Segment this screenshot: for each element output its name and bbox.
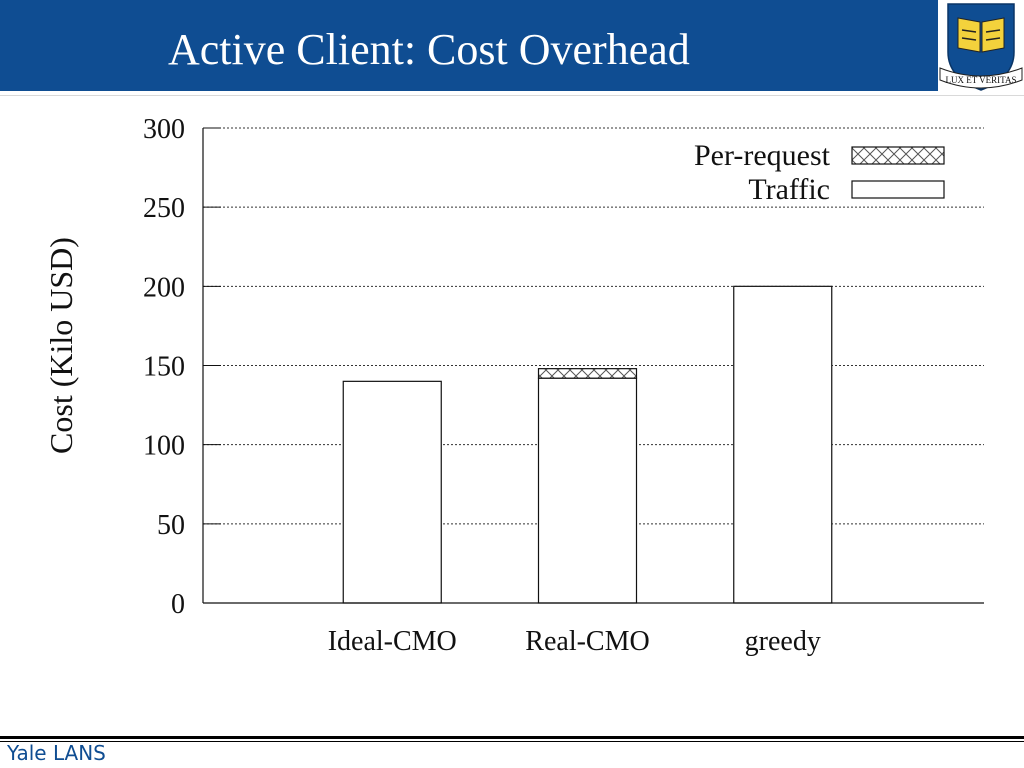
footer-label: Yale LANS xyxy=(7,741,106,765)
y-axis-title: Cost (Kilo USD) xyxy=(43,237,79,454)
y-tick-label: 300 xyxy=(143,114,185,145)
bar-traffic xyxy=(537,377,638,604)
legend-swatch xyxy=(851,146,945,165)
legend-swatch xyxy=(851,180,945,199)
yale-shield-logo: LUX ET VERITAS xyxy=(938,0,1024,93)
motto-banner: LUX ET VERITAS xyxy=(939,67,1023,89)
y-tick-label: 250 xyxy=(143,193,185,224)
x-category-label: Ideal-CMO xyxy=(328,626,457,657)
bar-chart: 0 50 100 150 200 250 300 Ideal-CMO Real-CMO gree… xyxy=(43,114,984,657)
title-rule xyxy=(0,91,1024,96)
legend-label: Traffic xyxy=(748,173,830,206)
title-bar: Active Client: Cost Overhead xyxy=(0,0,938,91)
book-icon xyxy=(957,17,1005,53)
footer-rule-thin xyxy=(0,741,1024,742)
axes xyxy=(202,128,984,604)
y-tick-label: 50 xyxy=(157,510,185,541)
bar-traffic xyxy=(342,380,442,604)
motto-text: LUX ET VERITAS xyxy=(946,75,1017,85)
y-tick-label: 200 xyxy=(143,272,185,303)
y-tick-label: 0 xyxy=(171,589,185,620)
y-tick-label: 150 xyxy=(143,352,185,383)
y-tick-labels: 0 50 100 150 200 250 300 xyxy=(143,114,185,620)
bars xyxy=(342,285,833,604)
x-category-label: greedy xyxy=(745,626,821,657)
slide-title: Active Client: Cost Overhead xyxy=(168,25,690,74)
bar-per-request xyxy=(537,368,638,379)
y-tick-label: 100 xyxy=(143,431,185,462)
x-category-labels: Ideal-CMO Real-CMO greedy xyxy=(328,626,821,657)
legend-label: Per-request xyxy=(694,139,831,172)
footer-rule xyxy=(0,736,1024,739)
bar-traffic xyxy=(733,285,833,604)
x-category-label: Real-CMO xyxy=(525,626,649,657)
